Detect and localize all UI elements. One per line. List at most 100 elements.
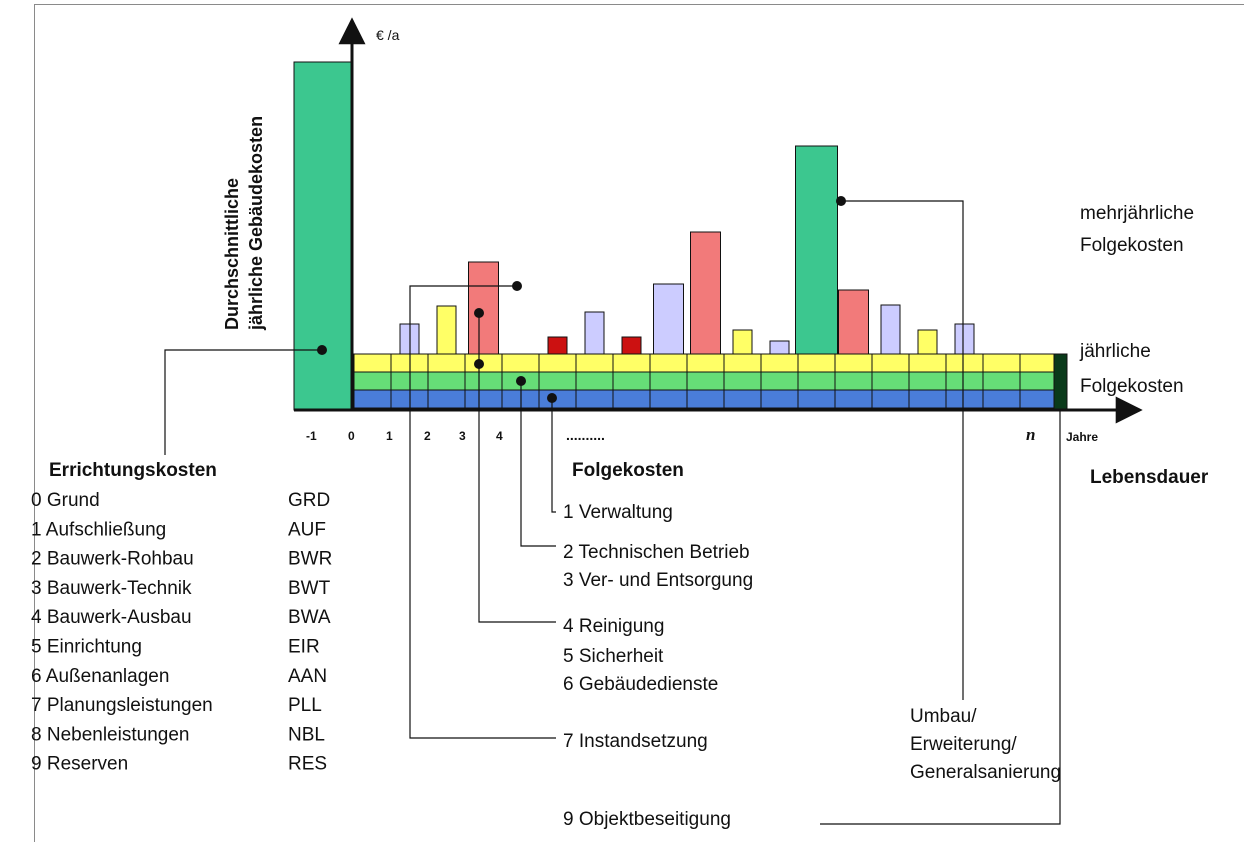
band-yellow-cell bbox=[723, 353, 762, 373]
band-green-cell bbox=[797, 371, 836, 391]
construction-cost-item: 8 Nebenleistungen bbox=[31, 724, 189, 745]
construction-cost-code: EIR bbox=[288, 637, 320, 658]
band-blue-cell bbox=[686, 389, 725, 409]
band-blue-cell bbox=[612, 389, 651, 409]
band-green-cell bbox=[649, 371, 688, 391]
periodic-cost-bar bbox=[917, 329, 938, 355]
construction-cost-code: BWR bbox=[288, 549, 332, 570]
band-blue-cell bbox=[723, 389, 762, 409]
construction-cost-item: 9 Reserven bbox=[31, 754, 128, 775]
follow-up-item: 2 Technischen Betrieb bbox=[563, 542, 750, 563]
band-yellow-cell bbox=[982, 353, 1021, 373]
renovation-label-line2: Erweiterung/ bbox=[910, 734, 1017, 755]
band-yellow-cell bbox=[649, 353, 688, 373]
band-green-cell bbox=[575, 371, 614, 391]
multiyear-label-line1: mehrjährliche bbox=[1080, 203, 1194, 224]
periodic-cost-bar bbox=[653, 283, 684, 355]
band-green-cell bbox=[686, 371, 725, 391]
x-tick: -1 bbox=[306, 429, 317, 443]
renovation-label-line3: Generalsanierung bbox=[910, 762, 1061, 783]
band-green-cell bbox=[353, 371, 392, 391]
band-yellow-cell bbox=[501, 353, 540, 373]
leader-dot bbox=[512, 281, 522, 291]
band-green-cell bbox=[982, 371, 1021, 391]
leader-instandsetzung bbox=[409, 285, 556, 739]
band-green-cell bbox=[427, 371, 466, 391]
periodic-cost-bar bbox=[468, 261, 499, 355]
band-blue-cell bbox=[834, 389, 873, 409]
leader-dot bbox=[474, 308, 484, 318]
leader-dot bbox=[547, 393, 557, 403]
follow-up-item: 5 Sicherheit bbox=[563, 646, 664, 667]
band-yellow-cell bbox=[1019, 353, 1058, 373]
construction-cost-item: 5 Einrichtung bbox=[31, 637, 142, 658]
construction-cost-item: 6 Außenanlagen bbox=[31, 666, 169, 687]
construction-cost-code: PLL bbox=[288, 695, 322, 716]
band-blue-cell bbox=[538, 389, 577, 409]
leader-renovation bbox=[841, 200, 964, 700]
band-blue-cell bbox=[1019, 389, 1058, 409]
x-tick-last: n bbox=[1026, 425, 1035, 444]
band-yellow-cell bbox=[834, 353, 873, 373]
construction-cost-item: 2 Bauwerk-Rohbau bbox=[31, 549, 194, 570]
leader-dot bbox=[836, 196, 846, 206]
periodic-bars bbox=[399, 145, 975, 355]
x-ellipsis: .......... bbox=[566, 427, 605, 443]
annual-label-line2: Folgekosten bbox=[1080, 376, 1184, 397]
construction-cost-title: Errichtungskosten bbox=[49, 460, 217, 481]
construction-cost-item: 4 Bauwerk-Ausbau bbox=[31, 607, 192, 628]
construction-cost-code: RES bbox=[288, 754, 327, 775]
band-blue-cell bbox=[353, 389, 392, 409]
band-blue-cell bbox=[871, 389, 910, 409]
band-yellow-cell bbox=[612, 353, 651, 373]
band-yellow-cell bbox=[760, 353, 799, 373]
band-green-cell bbox=[871, 371, 910, 391]
band-yellow-cell bbox=[353, 353, 392, 373]
periodic-cost-bar bbox=[436, 305, 457, 355]
band-blue-cell bbox=[908, 389, 947, 409]
band-blue-cell bbox=[760, 389, 799, 409]
periodic-cost-bar bbox=[769, 340, 790, 355]
leader-construction bbox=[164, 349, 322, 455]
band-blue-cell bbox=[649, 389, 688, 409]
x-axis-unit: Jahre bbox=[1066, 430, 1098, 444]
leader-lines bbox=[164, 196, 1061, 825]
follow-up-item: 6 Gebäudedienste bbox=[563, 674, 718, 695]
band-yellow-cell bbox=[575, 353, 614, 373]
leader-dot bbox=[317, 345, 327, 355]
follow-up-item: 1 Verwaltung bbox=[563, 502, 673, 523]
periodic-cost-bar bbox=[795, 145, 838, 355]
construction-cost-code: GRD bbox=[288, 490, 330, 511]
periodic-cost-bar bbox=[690, 231, 721, 355]
leader-objektbeseitigung bbox=[820, 410, 1061, 825]
construction-cost-item: 0 Grund bbox=[31, 490, 100, 511]
x-tick: 4 bbox=[496, 429, 503, 443]
construction-cost-code: BWA bbox=[288, 607, 331, 628]
diagram-frame bbox=[34, 4, 1244, 842]
band-green-cell bbox=[1019, 371, 1058, 391]
lifetime-label: Lebensdauer bbox=[1090, 467, 1209, 488]
construction-cost-code: BWT bbox=[288, 578, 331, 599]
renovation-label-line1: Umbau/ bbox=[910, 706, 977, 727]
follow-up-item: 4 Reinigung bbox=[563, 616, 664, 637]
periodic-cost-bar bbox=[732, 329, 753, 355]
periodic-cost-bar bbox=[584, 311, 605, 355]
periodic-cost-bar bbox=[547, 336, 568, 355]
band-blue-cell bbox=[575, 389, 614, 409]
band-green-cell bbox=[538, 371, 577, 391]
band-green-cell bbox=[834, 371, 873, 391]
multiyear-label-line2: Folgekosten bbox=[1080, 235, 1184, 256]
follow-up-item: 3 Ver- und Entsorgung bbox=[563, 570, 753, 591]
x-tick: 2 bbox=[424, 429, 431, 443]
periodic-cost-bar bbox=[838, 289, 869, 355]
construction-cost-item: 7 Planungsleistungen bbox=[31, 695, 213, 716]
construction-cost-bar bbox=[293, 61, 353, 411]
band-green-cell bbox=[464, 371, 503, 391]
leader-verwaltung bbox=[551, 398, 556, 513]
construction-cost-item: 1 Aufschließung bbox=[31, 519, 166, 540]
periodic-cost-bar bbox=[954, 323, 975, 355]
x-axis-ticks: -1 0 1 2 3 4 .......... n Jahre bbox=[306, 425, 1098, 444]
leader-dot bbox=[516, 376, 526, 386]
construction-cost-code: NBL bbox=[288, 724, 325, 745]
band-blue-cell bbox=[464, 389, 503, 409]
